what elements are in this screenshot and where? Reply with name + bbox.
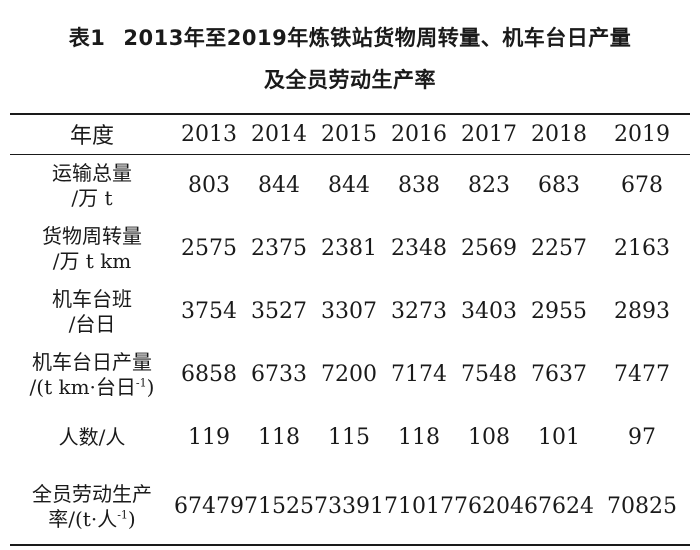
header-row: 年度 2013 2014 2015 2016 2017 2018 2019 — [10, 113, 690, 155]
table-cell: 3307 — [321, 299, 377, 324]
row-label-unit: /万 t km — [10, 249, 174, 274]
table-cell: 2569 — [461, 236, 517, 261]
unit-text-close: ) — [146, 374, 155, 399]
table-cell: 2348 — [391, 236, 447, 261]
row-label-name: 机车台日产量 — [32, 349, 152, 374]
row-label-unit: /万 t — [10, 186, 174, 211]
table-cell: 7477 — [614, 362, 670, 387]
table-caption-line2: 及全员劳动生产率 — [0, 64, 700, 94]
table-cell: 71017 — [384, 469, 454, 546]
table-cell: 2575 — [181, 236, 237, 261]
year-header: 2018 — [524, 113, 594, 155]
table-cell: 678 — [621, 173, 663, 199]
row-label-name: 全员劳动生产 — [32, 481, 152, 506]
table-cell: 71525 — [244, 469, 314, 546]
year-header: 2017 — [454, 113, 524, 155]
table-title-line2: 及全员劳动生产率 — [264, 68, 436, 92]
unit-text: /万 t — [71, 185, 113, 210]
row-label-unit: 率/(t·人-1) — [10, 507, 174, 532]
row-label-name: 运输总量 — [52, 160, 132, 185]
table-cell: 2955 — [531, 299, 587, 324]
table-cell: 7174 — [391, 362, 447, 387]
table-row: 货物周转量/万 t km 2575 2375 2381 2348 2569 2257 2163 — [10, 217, 690, 280]
year-header: 2013 — [174, 113, 244, 155]
table-row: 全员劳动生产 率/(t·人-1) 67479 71525 73391 71017 76204… — [10, 469, 690, 546]
table-cell: 3273 — [391, 299, 447, 324]
table-cell: 838 — [398, 173, 440, 199]
row-label: 全员劳动生产 率/(t·人-1) — [10, 469, 174, 546]
table-cell: 803 — [188, 173, 230, 199]
table-cell: 108 — [468, 425, 510, 450]
unit-text: /台日 — [68, 311, 116, 336]
table-cell: 6733 — [251, 362, 307, 387]
table-cell: 844 — [328, 173, 370, 199]
table-cell: 6858 — [181, 362, 237, 387]
table-cell: 119 — [188, 425, 230, 450]
row-label: 运输总量/万 t — [10, 154, 174, 217]
table-cell: 115 — [328, 425, 370, 450]
row-label: 人数/人 — [10, 406, 174, 469]
table-cell: 2893 — [614, 299, 670, 324]
table-row: 机车台日产量/(t km·台日-1) 6858 6733 7200 7174 7548 76… — [10, 343, 690, 406]
table-cell: 683 — [538, 173, 580, 199]
table-row: 人数/人 119 118 115 118 108 101 97 — [10, 406, 690, 469]
table-body: 运输总量/万 t 803 844 844 838 823 683 678 货物周转量/万 t k… — [10, 154, 690, 546]
table-cell: 67624 — [524, 469, 594, 546]
unit-exponent: -1 — [117, 507, 128, 521]
row-label-name: 人数/人 — [58, 425, 126, 449]
row-label: 机车台日产量/(t km·台日-1) — [10, 343, 174, 406]
table-number: 表1 — [68, 26, 106, 50]
table-cell: 844 — [258, 173, 300, 199]
unit-exponent: -1 — [135, 375, 147, 389]
table-row: 运输总量/万 t 803 844 844 838 823 683 678 — [10, 154, 690, 217]
row-label: 机车台班/台日 — [10, 280, 174, 343]
row-label-name: 货物周转量 — [42, 223, 142, 248]
year-header: 2019 — [594, 113, 690, 155]
unit-text: /万 t km — [52, 248, 132, 273]
table-title-line1: 2013年至2019年炼铁站货物周转量、机车台日产量 — [123, 26, 632, 50]
table-header: 年度 2013 2014 2015 2016 2017 2018 2019 — [10, 113, 690, 155]
table-cell: 3403 — [461, 299, 517, 324]
unit-text: /(t km·台日 — [29, 374, 136, 399]
row-label: 货物周转量/万 t km — [10, 217, 174, 280]
row-label-unit: /台日 — [10, 312, 174, 337]
table-cell: 97 — [628, 425, 656, 450]
table-cell: 2381 — [321, 236, 377, 261]
year-header: 2016 — [384, 113, 454, 155]
corner-label: 年度 — [10, 113, 174, 155]
row-label-name: 机车台班 — [52, 286, 132, 311]
table-cell: 2163 — [614, 236, 670, 261]
table-cell: 7548 — [461, 362, 517, 387]
table-cell: 2257 — [531, 236, 587, 261]
table-cell: 118 — [398, 425, 440, 450]
table-row: 机车台班/台日 3754 3527 3307 3273 3403 2955 2893 — [10, 280, 690, 343]
table-cell: 70825 — [594, 469, 690, 546]
table-cell: 73391 — [314, 469, 384, 546]
table-cell: 3754 — [181, 299, 237, 324]
unit-text-close: ) — [127, 506, 136, 531]
unit-text: 率/(t·人 — [48, 506, 118, 531]
table-cell: 7200 — [321, 362, 377, 387]
table-cell: 76204 — [454, 469, 524, 546]
table-cell: 67479 — [174, 469, 244, 546]
year-header: 2015 — [314, 113, 384, 155]
table-cell: 3527 — [251, 299, 307, 324]
row-label-unit: /(t km·台日-1) — [10, 375, 174, 400]
table-cell: 118 — [258, 425, 300, 450]
table-caption-line1: 表1 2013年至2019年炼铁站货物周转量、机车台日产量 — [0, 22, 700, 52]
year-header: 2014 — [244, 113, 314, 155]
statistics-table: 年度 2013 2014 2015 2016 2017 2018 2019 运输… — [10, 113, 690, 546]
table-cell: 7637 — [531, 362, 587, 387]
table-cell: 101 — [538, 425, 580, 450]
table-cell: 823 — [468, 173, 510, 199]
table-cell: 2375 — [251, 236, 307, 261]
